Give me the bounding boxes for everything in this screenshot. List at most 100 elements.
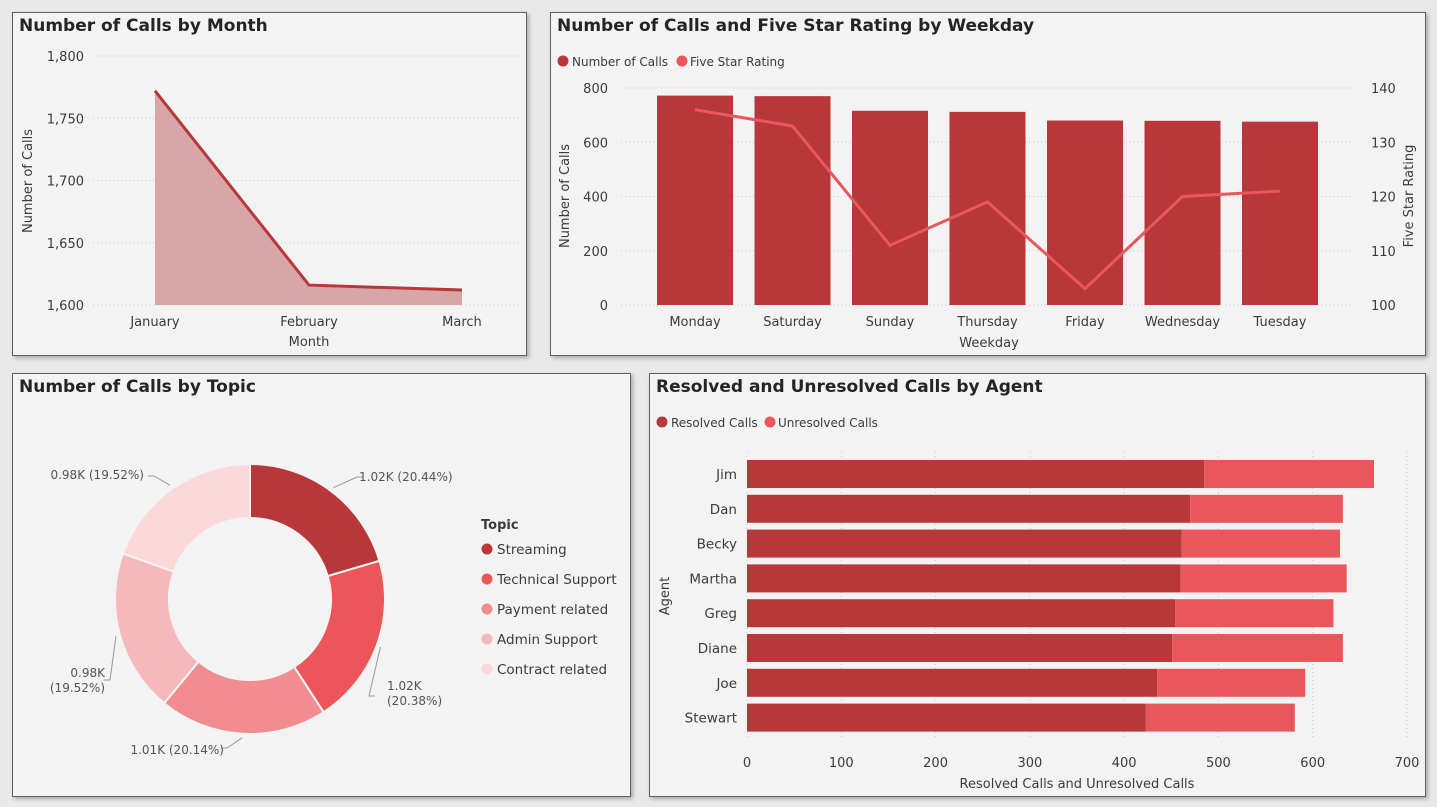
data-label: (19.52%) [50, 681, 105, 695]
x-tick-label: Monday [669, 315, 721, 330]
x-tick-label: 600 [1300, 756, 1325, 771]
y-tick-label: 200 [583, 245, 608, 260]
x-tick-label: Thursday [956, 315, 1018, 330]
y2-tick-label: 100 [1371, 299, 1396, 314]
series-line [153, 89, 463, 292]
y-tick-label: Diane [698, 641, 737, 657]
x-tick-label: Sunday [866, 315, 915, 330]
legend-label-unresolved: Unresolved Calls [778, 416, 878, 430]
bar-resolved [747, 634, 1173, 662]
legend-marker-unresolved [764, 416, 776, 428]
y2-tick-label: 130 [1371, 136, 1396, 151]
month-chart-title: Number of Calls by Month [19, 16, 268, 36]
y-tick-label: Greg [704, 606, 737, 622]
x-tick-label: Saturday [763, 315, 822, 330]
legend-label: Payment related [497, 602, 608, 618]
y-tick-label: 0 [600, 299, 608, 314]
y-tick-label: 1,600 [47, 299, 84, 314]
bar-unresolved [1204, 460, 1374, 488]
y-axis-title: Number of Calls [558, 144, 573, 248]
y-tick-label: 1,650 [47, 237, 84, 252]
topic-chart-card: Number of Calls by Topic 1.02K (20.44%) 1… [12, 373, 631, 797]
y-tick-label: 1,700 [47, 175, 84, 190]
y2-tick-label: 120 [1371, 191, 1396, 206]
x-tick-label: March [442, 315, 482, 330]
y-tick-label: 400 [583, 191, 608, 206]
legend-marker-calls [557, 55, 569, 67]
bar [1047, 120, 1123, 305]
x-tick-label: Friday [1065, 315, 1105, 330]
data-label: 1.02K (20.44%) [359, 470, 453, 484]
bar [657, 95, 733, 305]
data-label: 1.01K (20.14%) [130, 743, 224, 757]
y-tick-label: 1,800 [47, 50, 84, 65]
bar-resolved [747, 529, 1182, 558]
leader-line [368, 647, 381, 697]
weekday-chart-title: Number of Calls and Five Star Rating by … [557, 16, 1035, 36]
x-axis-title: Weekday [959, 336, 1019, 351]
data-label: 0.98K [70, 666, 106, 680]
agent-stacked-bar-chart: Resolved Calls Unresolved Calls 0 100 200 300… [656, 416, 1420, 792]
bar [949, 111, 1026, 306]
bar-unresolved [1190, 494, 1343, 523]
bar-unresolved [1180, 564, 1347, 593]
y2-tick-label: 110 [1371, 245, 1396, 260]
x-tick-label: January [129, 315, 180, 330]
bar-resolved [747, 460, 1205, 488]
y-tick-label: Dan [710, 502, 737, 518]
x-tick-label: 100 [829, 756, 854, 771]
legend-label-calls: Number of Calls [572, 55, 668, 69]
y2-axis-title: Five Star Rating [1402, 145, 1417, 248]
data-label: 1.02K [387, 679, 423, 693]
legend-label: Contract related [497, 662, 607, 678]
bar-resolved [747, 668, 1158, 697]
x-tick-label: 0 [743, 756, 751, 771]
legend-marker [481, 573, 493, 585]
x-axis-title: Month [289, 335, 330, 350]
bar [1242, 121, 1318, 305]
bar-unresolved [1181, 529, 1341, 558]
bar [754, 96, 831, 305]
x-axis-title: Resolved Calls and Unresolved Calls [960, 777, 1195, 792]
bar-unresolved [1175, 599, 1334, 628]
legend-marker [481, 663, 493, 675]
x-tick-label: 400 [1112, 756, 1137, 771]
legend-label: Admin Support [497, 632, 598, 648]
y-axis-title: Number of Calls [21, 129, 36, 233]
legend-marker [481, 543, 493, 555]
y-axis-title: Agent [658, 577, 673, 615]
legend-title: Topic [481, 518, 519, 533]
data-label: (20.38%) [387, 694, 442, 708]
legend-marker [481, 633, 493, 645]
weekday-chart-card: Number of Calls and Five Star Rating by … [550, 12, 1426, 356]
agent-chart-card: Resolved and Unresolved Calls by Agent R… [649, 373, 1426, 797]
weekday-combo-chart: Number of Calls Five Star Rating 0 200 400 60… [557, 55, 1417, 351]
bar-resolved [747, 599, 1176, 628]
area-fill [155, 90, 462, 305]
legend-label: Technical Support [496, 572, 617, 588]
legend-label: Streaming [497, 542, 567, 558]
y-tick-label: Jim [715, 467, 737, 483]
bar-unresolved [1145, 703, 1295, 732]
x-tick-label: 300 [1017, 756, 1042, 771]
legend-label-resolved: Resolved Calls [671, 416, 758, 430]
leader-line [148, 475, 171, 486]
x-tick-label: Tuesday [1253, 315, 1307, 330]
y-tick-label: Joe [715, 676, 737, 692]
leader-line [104, 635, 117, 681]
topic-chart-title: Number of Calls by Topic [19, 377, 256, 397]
x-tick-label: 700 [1395, 756, 1420, 771]
leader-line [221, 737, 243, 749]
legend-marker-resolved [656, 416, 668, 428]
legend-label-rating: Five Star Rating [690, 55, 785, 69]
bar-resolved [747, 703, 1146, 732]
bar-resolved [747, 494, 1191, 523]
topic-donut-chart: 1.02K (20.44%) 1.02K(20.38%) 1.01K (20.14%… [50, 462, 617, 757]
month-chart-card: Number of Calls by Month 1,600 1,650 1,700… [12, 12, 527, 356]
y2-tick-label: 140 [1371, 82, 1396, 97]
x-tick-label: Wednesday [1145, 315, 1221, 330]
legend-marker-rating [676, 55, 688, 67]
x-tick-label: 500 [1206, 756, 1231, 771]
month-area-chart: 1,600 1,650 1,700 1,750 1,800 January February… [21, 50, 519, 350]
donut-slice [121, 462, 251, 573]
